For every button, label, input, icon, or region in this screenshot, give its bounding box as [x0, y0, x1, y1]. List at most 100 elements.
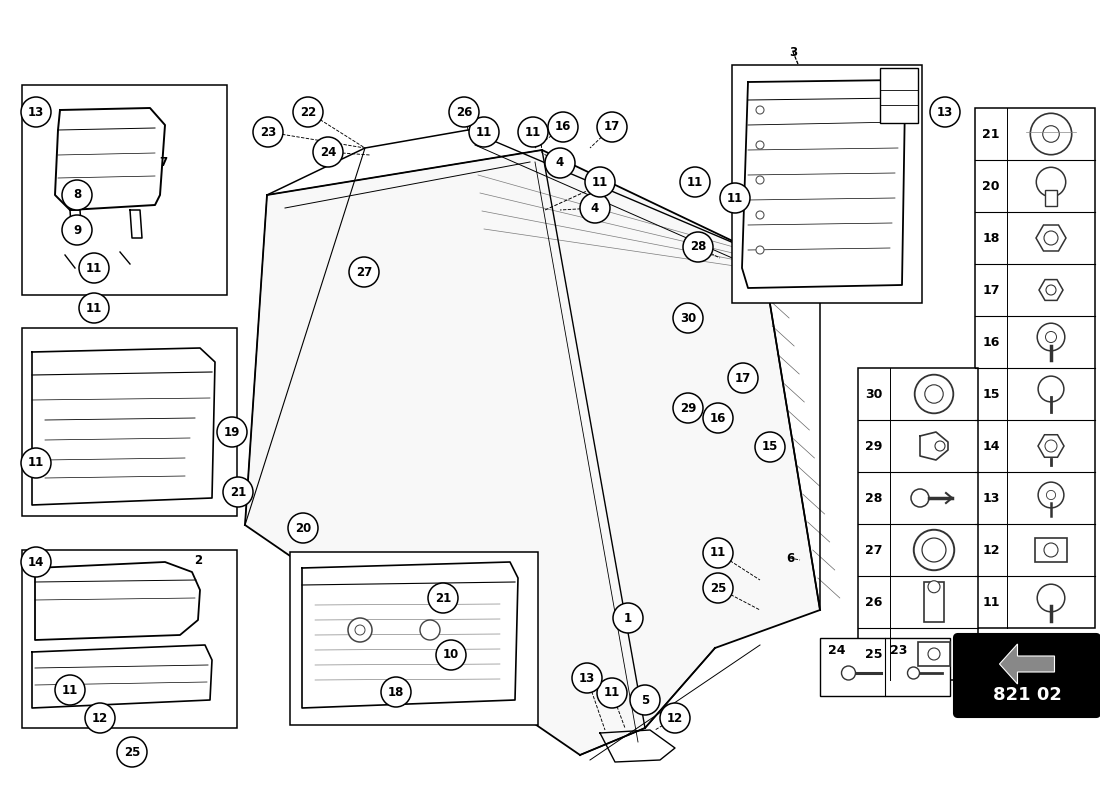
Bar: [22, 550, 236, 728]
Text: 821 02: 821 02: [992, 686, 1062, 704]
Text: 20: 20: [295, 522, 311, 534]
Circle shape: [436, 640, 466, 670]
Text: 13: 13: [982, 491, 1000, 505]
Text: 11: 11: [592, 175, 608, 189]
Bar: [22, 85, 227, 295]
Text: 11: 11: [604, 686, 620, 699]
Text: 12: 12: [667, 711, 683, 725]
Text: 28: 28: [866, 491, 882, 505]
Circle shape: [1031, 114, 1071, 154]
Text: 3: 3: [789, 46, 797, 58]
Text: 26: 26: [455, 106, 472, 118]
Circle shape: [548, 112, 578, 142]
Text: 25: 25: [866, 647, 882, 661]
Circle shape: [673, 303, 703, 333]
Text: 25: 25: [710, 582, 726, 594]
Text: 27: 27: [866, 543, 882, 557]
Circle shape: [217, 417, 248, 447]
Text: 11: 11: [62, 683, 78, 697]
Text: 23: 23: [260, 126, 276, 138]
Polygon shape: [1040, 280, 1063, 300]
Circle shape: [253, 117, 283, 147]
Circle shape: [935, 441, 945, 451]
Circle shape: [756, 106, 764, 114]
Circle shape: [21, 97, 51, 127]
Circle shape: [85, 703, 116, 733]
Text: 14: 14: [982, 439, 1000, 453]
Text: 30: 30: [680, 311, 696, 325]
Circle shape: [572, 663, 602, 693]
Circle shape: [223, 477, 253, 507]
Text: 29: 29: [680, 402, 696, 414]
Circle shape: [55, 675, 85, 705]
Circle shape: [469, 117, 499, 147]
Text: 11: 11: [710, 546, 726, 559]
Text: 11: 11: [686, 175, 703, 189]
Circle shape: [728, 363, 758, 393]
Circle shape: [381, 677, 411, 707]
Bar: [820, 638, 950, 696]
Text: 27: 27: [356, 266, 372, 278]
Text: 14: 14: [28, 555, 44, 569]
Circle shape: [922, 538, 946, 562]
Circle shape: [660, 703, 690, 733]
Text: 10: 10: [443, 649, 459, 662]
Text: 11: 11: [28, 457, 44, 470]
Circle shape: [1046, 285, 1056, 295]
Polygon shape: [1000, 644, 1055, 684]
Circle shape: [928, 648, 940, 660]
Circle shape: [62, 215, 92, 245]
Circle shape: [449, 97, 478, 127]
Circle shape: [349, 257, 379, 287]
Circle shape: [1037, 584, 1065, 612]
Text: 21: 21: [434, 591, 451, 605]
Text: 17: 17: [604, 121, 620, 134]
Circle shape: [680, 167, 710, 197]
Text: 12: 12: [982, 543, 1000, 557]
Bar: [858, 368, 978, 680]
Text: 11: 11: [525, 126, 541, 138]
Text: 7: 7: [158, 157, 167, 170]
Bar: [732, 65, 922, 303]
Text: 24: 24: [320, 146, 337, 158]
Circle shape: [597, 678, 627, 708]
Circle shape: [79, 253, 109, 283]
Circle shape: [1038, 482, 1064, 508]
Text: 19: 19: [223, 426, 240, 438]
Text: 13: 13: [579, 671, 595, 685]
Polygon shape: [1038, 434, 1064, 458]
Text: 13: 13: [28, 106, 44, 118]
Text: EUROSPARES: EUROSPARES: [246, 405, 693, 615]
Text: 11: 11: [476, 126, 492, 138]
Text: 11: 11: [982, 595, 1000, 609]
Circle shape: [1038, 376, 1064, 402]
Polygon shape: [1036, 225, 1066, 251]
Circle shape: [580, 193, 611, 223]
Text: 15: 15: [982, 387, 1000, 401]
Circle shape: [117, 737, 147, 767]
Circle shape: [348, 618, 372, 642]
Text: 29: 29: [866, 439, 882, 453]
Circle shape: [673, 393, 703, 423]
Circle shape: [21, 547, 51, 577]
Text: 22: 22: [300, 106, 316, 118]
Text: 17: 17: [735, 371, 751, 385]
Bar: [290, 552, 538, 725]
Circle shape: [420, 620, 440, 640]
Circle shape: [630, 685, 660, 715]
Circle shape: [703, 403, 733, 433]
Circle shape: [928, 581, 940, 593]
Text: 25: 25: [124, 746, 140, 758]
Circle shape: [21, 448, 51, 478]
Bar: [918, 642, 950, 666]
Circle shape: [314, 137, 343, 167]
Polygon shape: [245, 150, 820, 755]
Bar: [1045, 190, 1057, 206]
Bar: [924, 582, 944, 622]
Text: 6: 6: [785, 551, 794, 565]
Circle shape: [597, 112, 627, 142]
FancyBboxPatch shape: [954, 634, 1100, 717]
Circle shape: [1045, 331, 1056, 342]
Circle shape: [293, 97, 323, 127]
Circle shape: [1045, 440, 1057, 452]
